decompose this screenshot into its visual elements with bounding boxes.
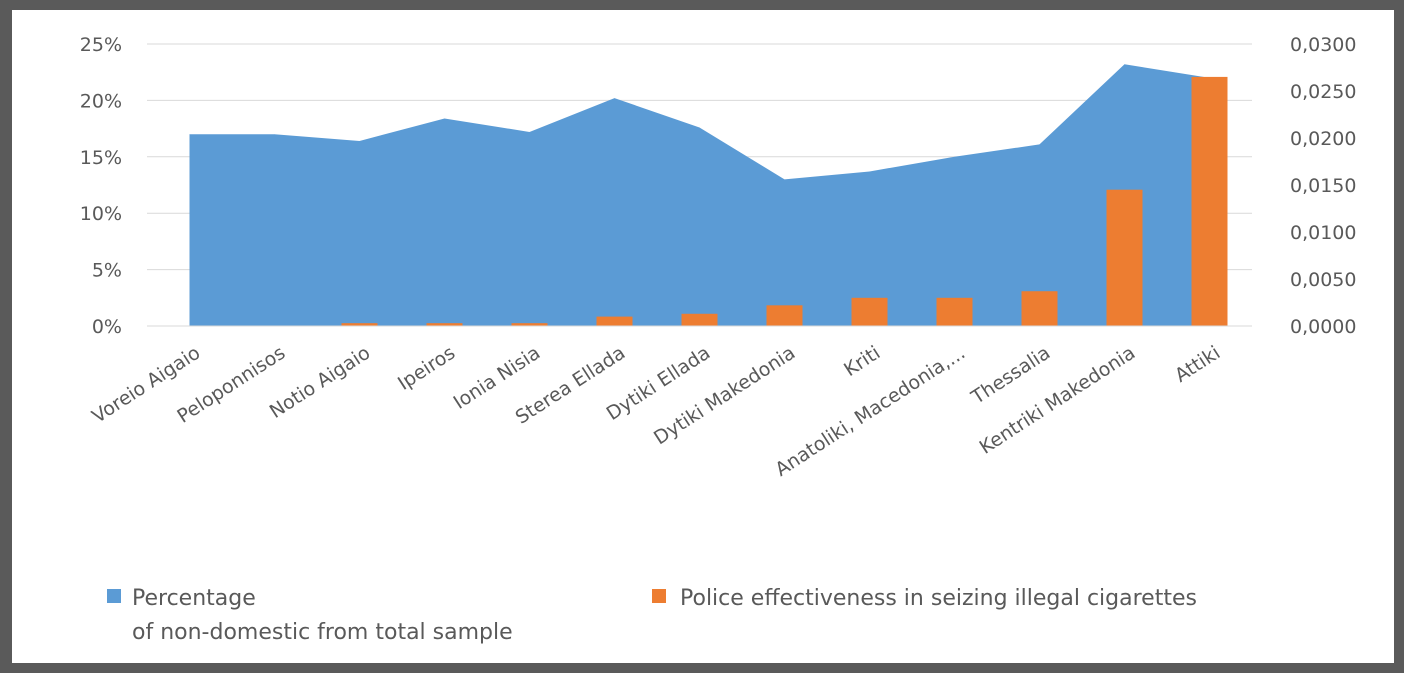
y-right-tick-label: 0,0200 [1290, 128, 1356, 150]
legend: Percentage of non-domestic from total sa… [107, 586, 1197, 645]
chart: 0% 5% 10% 15% 20% 25% 0,0000 0,0050 0,0100 0,015… [80, 34, 1357, 645]
y-right-tick-label: 0,0100 [1290, 222, 1356, 244]
y-axis-left: 0% 5% 10% 15% 20% 25% [80, 34, 122, 338]
chart-frame: 0% 5% 10% 15% 20% 25% 0,0000 0,0050 0,0100 0,015… [12, 10, 1394, 663]
area-fill-percentage [189, 64, 1210, 326]
x-tick-label: Ipeiros [394, 342, 459, 395]
y-left-tick-label: 10% [80, 203, 122, 225]
y-left-tick-label: 0% [92, 316, 122, 338]
y-right-tick-label: 0,0250 [1290, 81, 1356, 103]
bar [426, 323, 463, 326]
legend-label-bar: Police effectiveness in seizing illegal … [680, 586, 1197, 611]
bar-series [341, 76, 1228, 327]
y-right-tick-label: 0,0150 [1290, 175, 1356, 197]
x-tick-label: Kriti [840, 342, 884, 381]
y-right-tick-label: 0,0050 [1290, 269, 1356, 291]
bar [511, 323, 548, 326]
y-left-tick-label: 5% [92, 260, 122, 282]
x-tick-label: Dytiki Makedonia [650, 342, 799, 450]
bar [936, 297, 973, 326]
y-left-tick-label: 20% [80, 90, 122, 112]
bar [1191, 76, 1228, 327]
bar [1106, 189, 1143, 326]
legend-swatch-area [107, 589, 121, 603]
y-left-tick-label: 25% [80, 34, 122, 56]
bar [766, 305, 803, 326]
legend-swatch-bar [652, 589, 666, 603]
bar [341, 323, 378, 326]
legend-label-area-line1: Percentage [132, 586, 256, 611]
bar [1021, 291, 1058, 326]
legend-label-area-line2: of non-domestic from total sample [132, 620, 513, 645]
y-right-tick-label: 0,0000 [1290, 316, 1356, 338]
y-left-tick-label: 15% [80, 147, 122, 169]
x-tick-label: Kentriki Makedonia [976, 342, 1140, 459]
y-right-tick-label: 0,0300 [1290, 34, 1356, 56]
bar [596, 316, 633, 326]
bar [851, 297, 888, 326]
y-axis-right: 0,0000 0,0050 0,0100 0,0150 0,0200 0,0250 0,03… [1290, 34, 1356, 338]
area-series [189, 64, 1210, 326]
x-tick-label: Attiki [1171, 342, 1224, 387]
bar [681, 313, 718, 326]
